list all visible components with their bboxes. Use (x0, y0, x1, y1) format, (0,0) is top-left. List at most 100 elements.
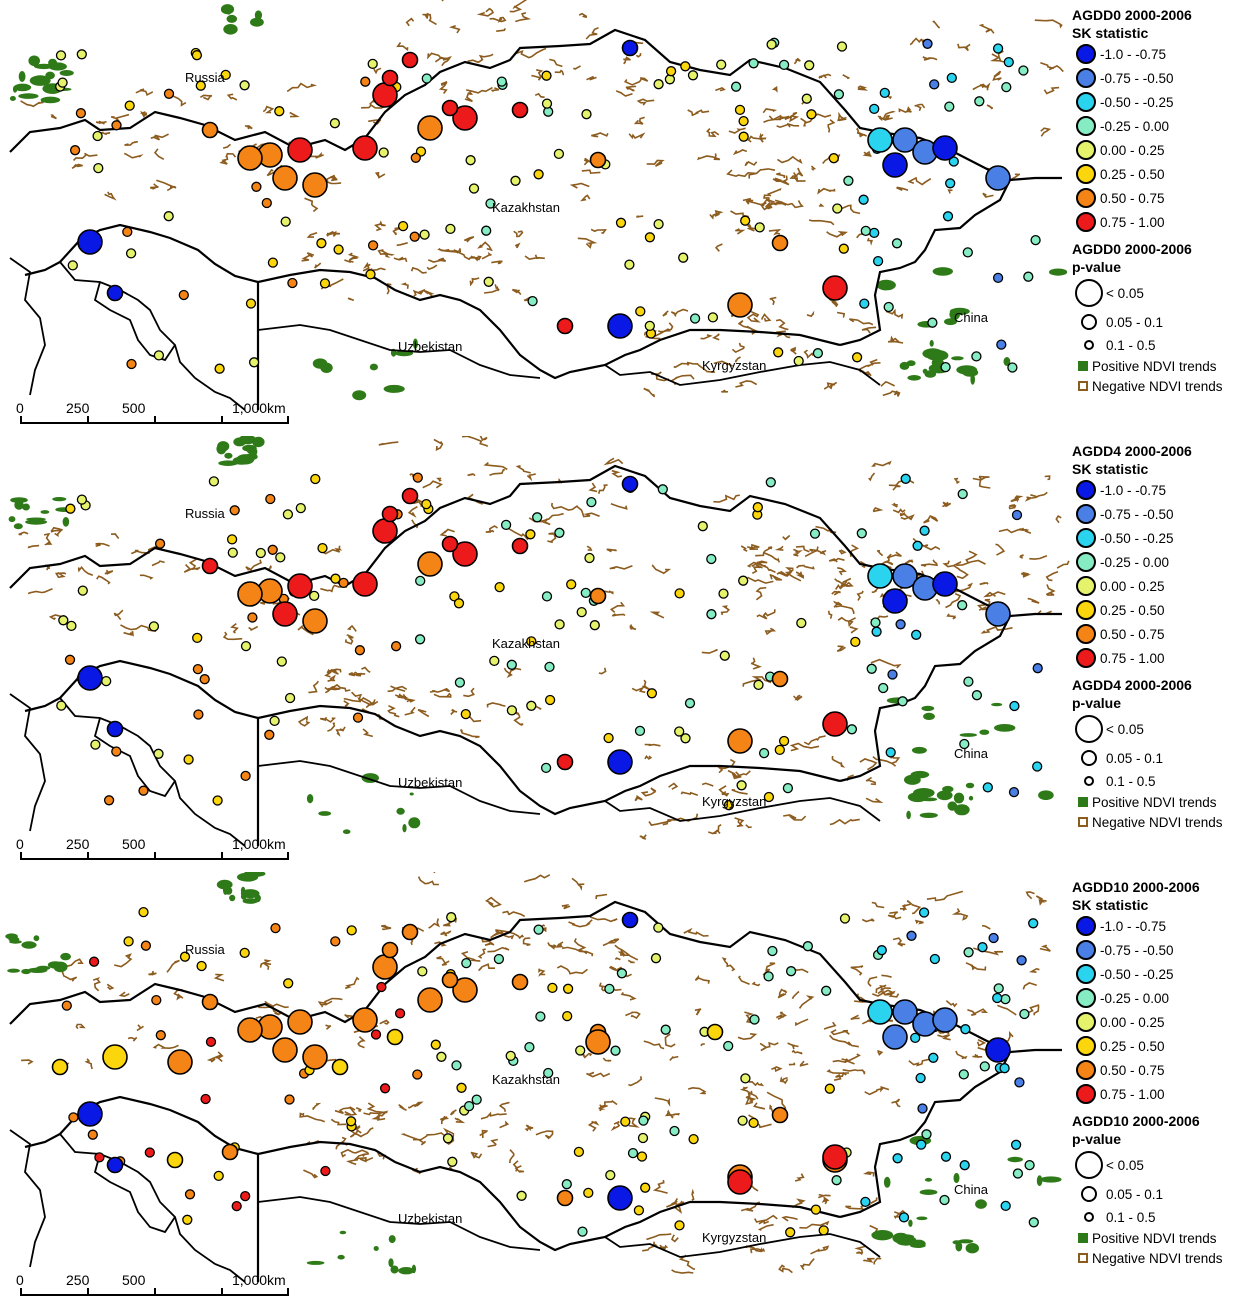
negative-ndvi-contour (947, 189, 953, 194)
scale-label-1000: 1,000km (232, 400, 286, 416)
station-marker (544, 661, 555, 673)
negative-ndvi-contour (636, 215, 644, 218)
station-marker (562, 983, 574, 994)
positive-ndvi-patch (965, 782, 975, 789)
legend-sk-item: 0.00 - 0.25 (1072, 574, 1257, 598)
station-marker (319, 278, 331, 289)
negative-ndvi-contour (297, 624, 314, 636)
station-marker (566, 579, 577, 590)
station-marker (352, 135, 378, 161)
negative-ndvi-contour (404, 706, 416, 716)
positive-ndvi-patch (8, 516, 16, 523)
station-marker (918, 907, 930, 918)
station-marker (674, 1220, 685, 1231)
negative-ndvi-contour (407, 506, 418, 518)
negative-ndvi-contour (608, 965, 623, 972)
negative-ndvi-contour (428, 918, 440, 929)
negative-ndvi-contour (670, 308, 689, 317)
legend-positive-ndvi: Positive NDVI trends (1072, 792, 1257, 812)
negative-ndvi-swatch-icon (1078, 381, 1088, 391)
negative-ndvi-contour (549, 58, 563, 68)
negative-ndvi-contour (828, 298, 839, 308)
station-marker (850, 636, 861, 648)
station-marker (911, 629, 922, 640)
station-marker (103, 795, 115, 806)
negative-ndvi-contour (470, 255, 482, 262)
station-marker (882, 1024, 908, 1050)
negative-ndvi-contour (768, 114, 789, 121)
station-marker (394, 1008, 406, 1019)
station-marker (838, 243, 849, 254)
negative-ndvi-contour (871, 901, 885, 909)
negative-ndvi-contour (426, 264, 438, 271)
negative-ndvi-contour (837, 567, 847, 576)
scale-tick (20, 852, 22, 860)
negative-ndvi-contour (585, 26, 599, 40)
negative-ndvi-contour (427, 52, 433, 60)
station-marker (856, 528, 867, 539)
negative-ndvi-contour (683, 927, 709, 937)
negative-ndvi-contour (118, 991, 130, 998)
negative-ndvi-contour (599, 1100, 618, 1108)
station-marker (179, 951, 191, 962)
negative-ndvi-contour (347, 297, 355, 302)
negative-ndvi-contour (387, 704, 400, 718)
positive-ndvi-patch (968, 795, 974, 801)
station-marker (58, 615, 69, 626)
negative-ndvi-contour (484, 284, 500, 294)
negative-ndvi-contour (349, 1127, 374, 1138)
negative-ndvi-contour (823, 1021, 837, 1030)
negative-ndvi-contour (721, 389, 729, 393)
station-marker (706, 1023, 724, 1041)
negative-ndvi-contour (842, 1069, 866, 1075)
negative-ndvi-contour (748, 168, 776, 179)
negative-ndvi-contour (588, 482, 598, 493)
negative-ndvi-contour (467, 53, 494, 64)
station-marker (1000, 1200, 1011, 1212)
station-marker (763, 971, 774, 982)
negative-ndvi-contour (768, 228, 782, 236)
negative-ndvi-contour (344, 976, 360, 990)
negative-ndvi-contour (1040, 127, 1052, 137)
positive-ndvi-patch (1003, 357, 1011, 366)
negative-ndvi-contour (1027, 1004, 1040, 1016)
positive-ndvi-patch (947, 801, 958, 811)
negative-ndvi-contour (460, 950, 481, 962)
station-marker (442, 1133, 454, 1144)
scale-tick (221, 1288, 223, 1296)
station-marker (796, 617, 807, 629)
label-kazakhstan: Kazakhstan (492, 200, 560, 215)
station-marker (381, 69, 399, 87)
positive-ndvi-patch (916, 1216, 928, 1221)
station-marker (409, 231, 420, 242)
negative-ndvi-contour (1034, 19, 1063, 29)
negative-ndvi-contour (715, 243, 723, 252)
positive-ndvi-patch (60, 952, 71, 961)
negative-ndvi-contour (199, 94, 213, 101)
negative-ndvi-contour (610, 503, 628, 510)
negative-ndvi-contour (765, 202, 787, 210)
negative-ndvi-contour (422, 289, 435, 298)
station-marker (92, 130, 103, 142)
station-marker (465, 155, 476, 166)
positive-ndvi-patch (33, 63, 54, 70)
negative-ndvi-contour (325, 1024, 332, 1030)
station-marker (320, 1165, 331, 1177)
negative-ndvi-contour (775, 318, 789, 331)
negative-ndvi-contour (942, 501, 952, 508)
negative-ndvi-swatch-icon (1078, 817, 1088, 827)
station-marker (977, 942, 988, 953)
negative-ndvi-contour (434, 57, 450, 67)
positive-ndvi-patch (383, 384, 405, 393)
station-marker (494, 581, 505, 593)
positive-ndvi-patch (240, 889, 260, 899)
negative-ndvi-contour (671, 1269, 694, 1274)
station-marker (727, 292, 753, 318)
negative-ndvi-contour (324, 685, 341, 691)
negative-ndvi-contour (509, 0, 527, 13)
station-marker (227, 547, 238, 558)
positive-ndvi-patch (59, 70, 74, 76)
station-marker (533, 924, 544, 935)
caspian-coast (9, 1129, 246, 1283)
negative-ndvi-contour (135, 88, 154, 97)
